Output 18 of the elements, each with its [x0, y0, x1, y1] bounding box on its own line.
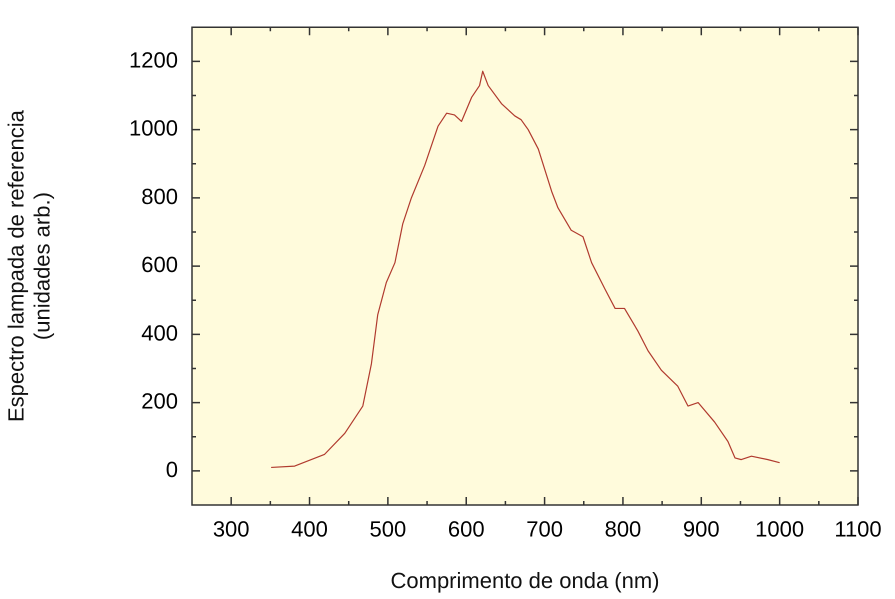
x-tick-label: 300	[212, 516, 250, 542]
y-tick-label: 200	[141, 388, 178, 414]
x-tick-label: 600	[448, 516, 485, 542]
x-tick-label: 900	[682, 516, 720, 542]
y-tick-label: 800	[141, 184, 178, 209]
x-tick-label: 1000	[755, 516, 804, 542]
y-axis-title: Espectro lampada de referencia (unidades arb.)	[3, 109, 55, 422]
y-tick-label: 600	[141, 252, 178, 278]
x-axis-title: Comprimento de onda (nm)	[390, 568, 660, 593]
y-tick-label: 0	[166, 456, 178, 482]
y-tick-label: 1000	[129, 116, 178, 141]
x-tick-label: 500	[370, 516, 406, 542]
x-tick-label: 700	[526, 516, 563, 542]
x-tick-label: 800	[604, 516, 642, 542]
y-tick-label: 1200	[129, 47, 178, 72]
x-tick-label: 1100	[834, 516, 882, 542]
y-tick-label: 400	[141, 320, 178, 346]
x-tick-label: 400	[291, 516, 328, 542]
